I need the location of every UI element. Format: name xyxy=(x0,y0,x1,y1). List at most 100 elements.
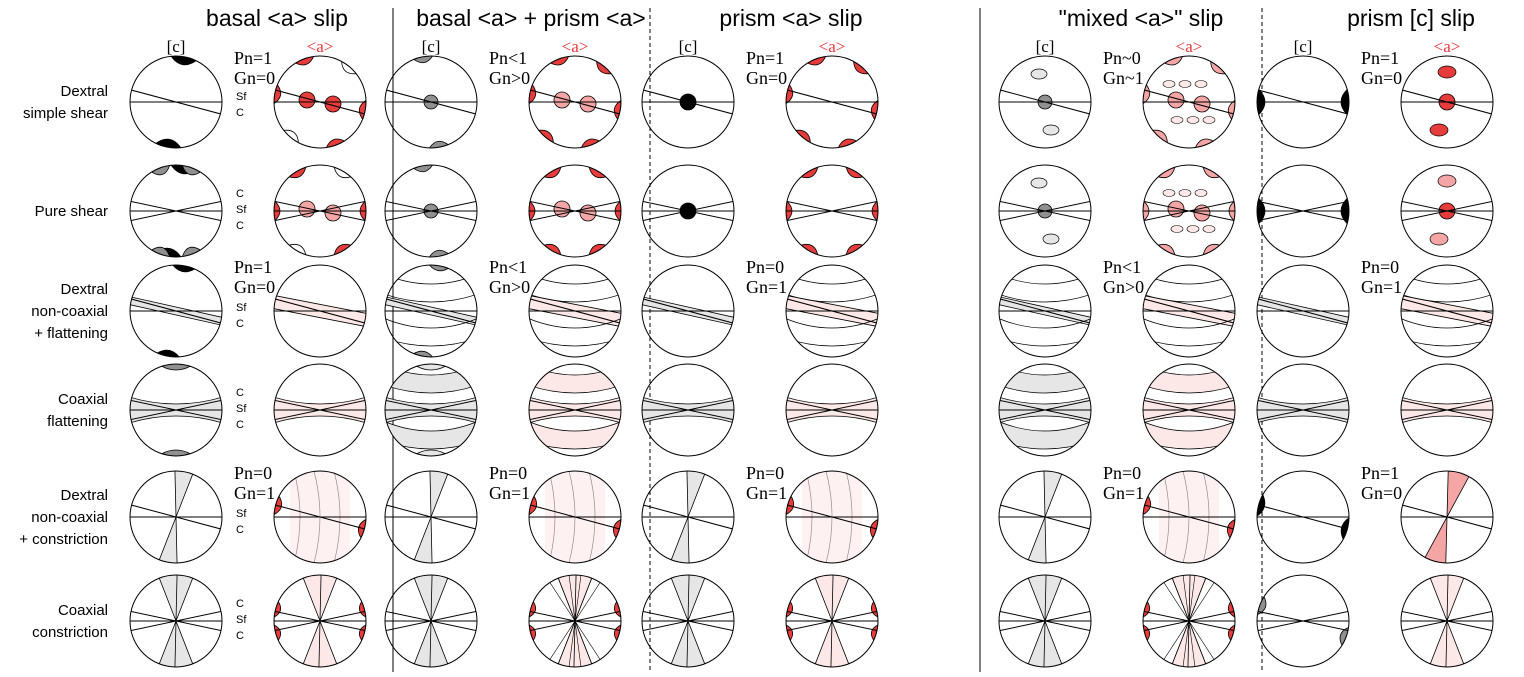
edge-maximum xyxy=(1210,60,1227,75)
curved-band xyxy=(385,316,477,347)
edge-maximum xyxy=(549,56,570,66)
trace-line xyxy=(1401,298,1493,324)
stereonet-a xyxy=(785,264,879,358)
plane-label-c: C xyxy=(236,598,244,610)
small-maximum xyxy=(1162,189,1176,197)
curved-band xyxy=(529,316,621,347)
edge-maximum xyxy=(580,138,601,148)
row-label: constriction xyxy=(32,624,108,641)
curved-band xyxy=(1143,364,1235,394)
trace-line xyxy=(385,504,477,530)
pn-gn-label: Pn=1 Gn=0 xyxy=(234,48,275,88)
small-maximum xyxy=(1186,225,1200,233)
edge-maximum xyxy=(1157,166,1176,179)
edge-maximum xyxy=(837,138,858,148)
trace-line xyxy=(642,504,734,530)
point-maximum xyxy=(579,95,597,113)
stereonet-c xyxy=(641,164,735,258)
edge-maximum xyxy=(543,166,562,179)
edge-maximum xyxy=(325,138,346,148)
curved-band xyxy=(385,364,477,394)
curved-band xyxy=(999,316,1091,347)
primitive-circle xyxy=(273,470,367,564)
trace-line xyxy=(385,399,477,421)
primitive-circle xyxy=(785,264,879,358)
primitive-circle xyxy=(384,574,478,668)
plane-label-c: C xyxy=(236,630,244,642)
stereonet-c xyxy=(1256,574,1350,668)
edge-maximum xyxy=(288,166,307,179)
edge-maximum xyxy=(1151,129,1168,144)
primitive-circle xyxy=(998,574,1092,668)
trace-line xyxy=(999,200,1091,222)
primitive-circle xyxy=(273,574,367,668)
primitive-circle xyxy=(1142,470,1236,564)
stereonet-c xyxy=(998,264,1092,358)
curved-band xyxy=(385,419,477,450)
a-axis-label: <a> xyxy=(819,37,846,56)
primitive-circle xyxy=(129,55,223,149)
trace-line xyxy=(385,610,477,632)
small-maximum xyxy=(1030,177,1048,189)
stereonet-a xyxy=(1142,363,1236,457)
point-maximum xyxy=(298,91,316,109)
edge-maximum xyxy=(806,56,827,66)
trace-line xyxy=(786,610,878,632)
primitive-circle xyxy=(1256,55,1350,149)
primitive-circle xyxy=(785,164,879,258)
stereonet-c xyxy=(641,574,735,668)
primitive-circle xyxy=(384,55,478,149)
stereonet-c xyxy=(1256,363,1350,457)
primitive-circle xyxy=(1142,574,1236,668)
plane-label-c: C xyxy=(236,318,244,330)
stereonet-c xyxy=(129,574,223,668)
edge-maximum xyxy=(845,243,864,256)
primitive-circle xyxy=(273,164,367,258)
trace-line xyxy=(1401,200,1493,222)
stereonet-c xyxy=(641,470,735,564)
stereonet-c xyxy=(384,164,478,258)
plane-label-c: C xyxy=(236,419,244,431)
primitive-circle xyxy=(1400,363,1494,457)
trace-line xyxy=(642,399,734,421)
edge-maximum xyxy=(588,243,607,256)
plane-label-c: C xyxy=(236,188,244,200)
stereonet-c xyxy=(384,363,478,457)
primitive-circle xyxy=(384,363,478,457)
trace-line xyxy=(274,298,366,324)
primitive-circle xyxy=(384,470,478,564)
trace-line xyxy=(130,610,222,632)
trace-line xyxy=(999,89,1091,115)
primitive-circle xyxy=(641,164,735,258)
pn-gn-label: Pn=1 Gn=0 xyxy=(1361,48,1402,88)
column-title: "mixed <a>" slip xyxy=(1059,5,1224,31)
curved-band xyxy=(786,316,878,347)
trace-line xyxy=(1257,504,1349,530)
stereonet-a xyxy=(528,574,622,668)
trace-line xyxy=(999,504,1091,530)
trace-line xyxy=(642,200,734,222)
pn-gn-label: Pn=0 Gn=1 xyxy=(489,463,530,503)
small-maximum xyxy=(1202,225,1216,233)
trace-line xyxy=(999,298,1091,324)
row-label: + constriction xyxy=(19,531,108,548)
pn-gn-label: Pn=1 Gn=0 xyxy=(1361,463,1402,503)
trace-line xyxy=(130,89,222,115)
point-maximum xyxy=(1437,174,1457,188)
trace-line xyxy=(274,200,366,222)
stereonet-a xyxy=(1142,55,1236,149)
curved-band xyxy=(999,272,1091,303)
primitive-circle xyxy=(785,574,879,668)
trace-line xyxy=(529,610,621,632)
primitive-circle xyxy=(384,164,478,258)
primitive-circle xyxy=(528,164,622,258)
trace-line xyxy=(642,610,734,632)
trace-line xyxy=(786,298,878,324)
edge-maximum xyxy=(1163,56,1184,66)
edge-maximum xyxy=(170,56,197,66)
pn-gn-label: Pn=0 Gn=1 xyxy=(234,463,275,503)
c-axis-label: [c] xyxy=(679,37,698,56)
primitive-circle xyxy=(129,574,223,668)
curved-band xyxy=(786,272,878,303)
